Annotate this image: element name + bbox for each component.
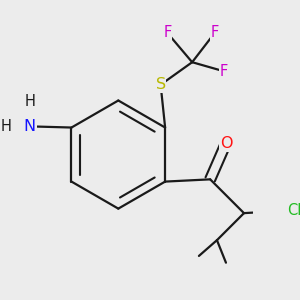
- Text: F: F: [211, 26, 219, 40]
- Text: O: O: [220, 136, 232, 151]
- Text: N: N: [24, 119, 36, 134]
- Text: Cl: Cl: [287, 203, 300, 218]
- Text: F: F: [163, 26, 172, 40]
- Text: S: S: [156, 77, 166, 92]
- Text: H: H: [1, 119, 12, 134]
- Text: F: F: [220, 64, 228, 79]
- Text: H: H: [24, 94, 35, 109]
